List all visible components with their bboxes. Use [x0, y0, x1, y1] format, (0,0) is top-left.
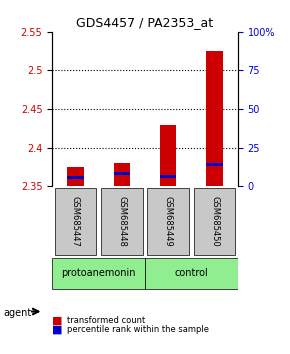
Text: control: control [175, 268, 208, 278]
Text: GSM685448: GSM685448 [117, 196, 126, 247]
Bar [206, 51, 223, 186]
FancyBboxPatch shape [55, 188, 96, 255]
FancyBboxPatch shape [194, 188, 235, 255]
Text: protoanemonin: protoanemonin [61, 268, 136, 278]
FancyBboxPatch shape [52, 258, 145, 289]
Text: ■: ■ [52, 315, 63, 325]
Text: transformed count: transformed count [67, 316, 145, 325]
FancyBboxPatch shape [147, 188, 189, 255]
FancyBboxPatch shape [145, 258, 238, 289]
Text: GSM685450: GSM685450 [210, 196, 219, 247]
Bar [160, 175, 176, 178]
Bar [114, 172, 130, 175]
Bar [67, 167, 84, 186]
Text: GSM685449: GSM685449 [164, 196, 173, 247]
FancyBboxPatch shape [101, 188, 143, 255]
Text: ■: ■ [52, 324, 63, 334]
Bar [67, 176, 84, 179]
Text: agent: agent [3, 308, 31, 318]
Bar [206, 163, 223, 166]
Text: GSM685447: GSM685447 [71, 196, 80, 247]
Bar [160, 125, 176, 186]
Text: percentile rank within the sample: percentile rank within the sample [67, 325, 209, 334]
Title: GDS4457 / PA2353_at: GDS4457 / PA2353_at [77, 16, 213, 29]
Bar [114, 163, 130, 186]
